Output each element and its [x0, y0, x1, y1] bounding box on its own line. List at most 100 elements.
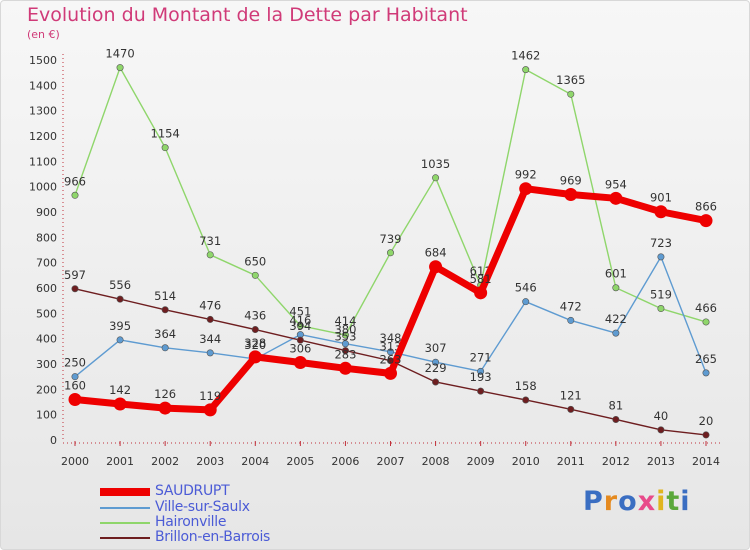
- data-point-saudrupt: [384, 366, 397, 380]
- data-point-brillon-en-barrois: [116, 295, 124, 303]
- data-label-brillon-en-barrois: 436: [244, 309, 266, 323]
- data-label-haironville: 519: [650, 288, 672, 302]
- data-label-saudrupt: 126: [154, 387, 176, 401]
- data-point-haironville: [612, 284, 620, 292]
- legend-label-saudrupt: SAUDRUPT: [155, 483, 230, 499]
- data-point-ville-sur-saulx: [612, 329, 620, 337]
- data-label-haironville: 1470: [105, 47, 134, 61]
- data-label-saudrupt: 866: [695, 200, 717, 214]
- data-point-saudrupt: [68, 392, 82, 406]
- data-point-saudrupt: [564, 188, 578, 202]
- data-point-haironville: [206, 251, 214, 259]
- logo-letter: r: [603, 486, 619, 517]
- data-point-brillon-en-barrois: [702, 431, 710, 439]
- data-point-saudrupt: [654, 205, 668, 219]
- data-point-ville-sur-saulx: [567, 316, 575, 324]
- data-label-brillon-en-barrois: 40: [654, 409, 669, 423]
- x-tick-label: 2012: [602, 455, 630, 468]
- y-tick-label: 1500: [29, 54, 57, 67]
- y-tick-label: 400: [36, 333, 57, 346]
- data-label-brillon-en-barrois: 353: [334, 330, 356, 344]
- data-label-ville-sur-saulx: 416: [289, 314, 311, 328]
- x-tick-label: 2007: [377, 455, 405, 468]
- data-point-brillon-en-barrois: [567, 405, 575, 413]
- data-label-haironville: 601: [605, 267, 627, 281]
- data-point-ville-sur-saulx: [206, 349, 214, 357]
- data-label-saudrupt: 901: [650, 191, 672, 205]
- data-point-saudrupt: [609, 191, 623, 205]
- data-label-ville-sur-saulx: 265: [695, 352, 717, 366]
- legend-swatch-saudrupt: [100, 488, 150, 496]
- legend-label-ville-sur-saulx: Ville-sur-Saulx: [155, 499, 250, 515]
- data-point-saudrupt: [338, 361, 352, 375]
- data-label-haironville: 1462: [511, 49, 540, 63]
- data-label-ville-sur-saulx: 250: [64, 356, 86, 370]
- data-label-ville-sur-saulx: 380: [334, 323, 356, 337]
- data-point-haironville: [522, 66, 530, 74]
- x-tick-label: 2009: [467, 455, 495, 468]
- data-point-ville-sur-saulx: [71, 373, 79, 381]
- x-tick-label: 2010: [512, 455, 540, 468]
- data-label-brillon-en-barrois: 193: [470, 370, 492, 384]
- data-point-ville-sur-saulx: [477, 367, 485, 375]
- x-tick-label: 2003: [196, 455, 224, 468]
- data-point-haironville: [432, 174, 440, 182]
- data-label-saudrupt: 954: [605, 177, 627, 191]
- data-label-ville-sur-saulx: 395: [109, 319, 131, 333]
- data-label-brillon-en-barrois: 394: [289, 319, 311, 333]
- chart-subtitle: (en €): [27, 28, 60, 41]
- legend-item-saudrupt: SAUDRUPT: [100, 483, 320, 499]
- legend-item-ville-sur-saulx: Ville-sur-Saulx: [100, 499, 320, 515]
- data-point-haironville: [657, 305, 665, 313]
- data-label-ville-sur-saulx: 422: [605, 312, 627, 326]
- data-point-haironville: [567, 90, 575, 98]
- data-point-saudrupt: [519, 182, 533, 196]
- data-point-ville-sur-saulx: [432, 358, 440, 366]
- data-label-saudrupt: 160: [64, 378, 86, 392]
- y-tick-label: 0: [50, 434, 57, 447]
- data-point-brillon-en-barrois: [612, 415, 620, 423]
- logo-letter: t: [666, 486, 681, 517]
- x-tick-label: 2005: [286, 455, 314, 468]
- x-tick-label: 2002: [151, 455, 179, 468]
- data-label-haironville: 1154: [151, 127, 180, 141]
- x-tick-label: 2006: [331, 455, 359, 468]
- data-point-brillon-en-barrois: [251, 326, 259, 334]
- data-label-saudrupt: 263: [380, 352, 402, 366]
- x-tick-label: 2013: [647, 455, 675, 468]
- legend-swatch-brillon-en-barrois: [100, 537, 150, 539]
- y-tick-label: 1000: [29, 181, 57, 194]
- logo-letter: P: [583, 486, 604, 517]
- data-point-brillon-en-barrois: [71, 285, 79, 293]
- data-label-haironville: 966: [64, 174, 86, 188]
- data-point-haironville: [71, 191, 79, 199]
- data-point-haironville: [702, 318, 710, 326]
- data-point-brillon-en-barrois: [206, 315, 214, 323]
- data-label-brillon-en-barrois: 597: [64, 268, 86, 282]
- data-label-haironville: 414: [334, 314, 356, 328]
- data-label-brillon-en-barrois: 121: [560, 388, 582, 402]
- data-point-ville-sur-saulx: [702, 369, 710, 377]
- y-tick-label: 1400: [29, 79, 57, 92]
- data-point-saudrupt: [429, 260, 443, 274]
- data-label-saudrupt: 119: [199, 389, 221, 403]
- data-point-brillon-en-barrois: [341, 347, 349, 355]
- data-label-saudrupt: 581: [470, 272, 492, 286]
- data-point-saudrupt: [203, 403, 217, 417]
- y-tick-label: 500: [36, 307, 57, 320]
- data-label-brillon-en-barrois: 313: [380, 340, 402, 354]
- data-label-ville-sur-saulx: 344: [199, 332, 221, 346]
- data-label-brillon-en-barrois: 514: [154, 289, 176, 303]
- data-point-ville-sur-saulx: [657, 253, 665, 261]
- data-label-brillon-en-barrois: 81: [609, 398, 624, 412]
- logo-letter: i: [656, 486, 667, 517]
- data-label-saudrupt: 142: [109, 383, 131, 397]
- x-tick-label: 2004: [241, 455, 269, 468]
- data-label-haironville: 466: [695, 301, 717, 315]
- data-label-haironville: 1035: [421, 157, 450, 171]
- y-tick-label: 1100: [29, 155, 57, 168]
- data-label-brillon-en-barrois: 556: [109, 278, 131, 292]
- y-tick-label: 1300: [29, 105, 57, 118]
- y-tick-label: 200: [36, 383, 57, 396]
